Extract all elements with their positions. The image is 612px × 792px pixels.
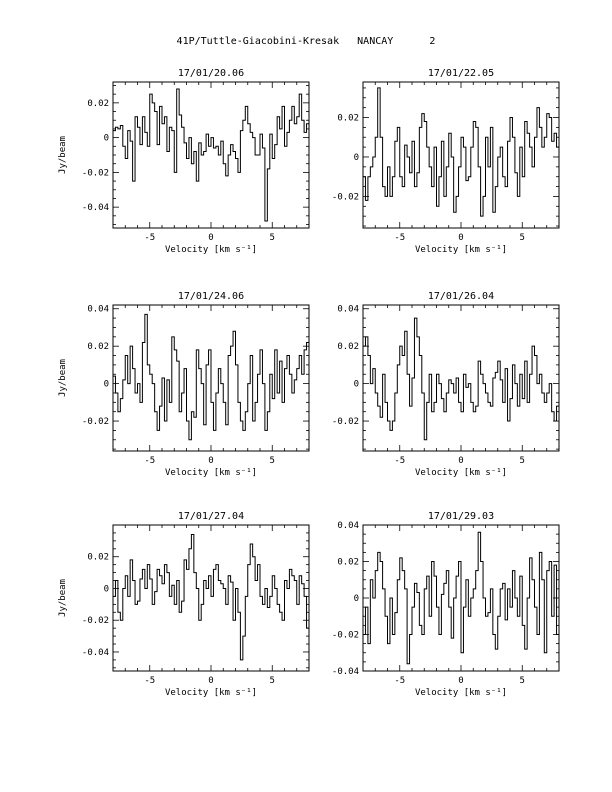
x-tick-label: 5 (270, 676, 275, 686)
x-tick-label: 0 (458, 233, 463, 243)
y-tick-label: 0.04 (87, 305, 109, 315)
y-tick-label: 0 (354, 380, 359, 390)
panel-title: 17/01/20.06 (178, 68, 244, 79)
y-axis-label: Jy/beam (58, 359, 68, 397)
spectrum-panel-6: 17/01/29.03 -5 0 5 -0.04 -0.02 0 0.02 0.04 Veloci… (332, 511, 560, 698)
spectrum-panel-3: 17/01/24.06 -5 0 5 -0.02 0 0.02 0.04 Velocity [k… (58, 291, 310, 478)
spectrum-line (363, 531, 559, 665)
x-tick-label: 5 (520, 456, 525, 466)
y-tick-label: 0.02 (337, 114, 359, 124)
x-tick-label: -5 (144, 676, 155, 686)
y-tick-label: 0.04 (337, 305, 359, 315)
y-tick-label: -0.04 (82, 203, 109, 213)
x-tick-label: -5 (144, 233, 155, 243)
x-tick-label: -5 (144, 456, 155, 466)
y-tick-label: 0 (104, 380, 109, 390)
panel-title: 17/01/29.03 (428, 511, 494, 522)
spectrum-panel-4: 17/01/26.04 -5 0 5 -0.02 0 0.02 0.04 Velocity [k… (332, 291, 560, 478)
spectrum-panel-5: 17/01/27.04 -5 0 5 -0.04 -0.02 0 0.02 Velocity [… (58, 511, 310, 698)
spectrum-panel-2: 17/01/22.05 -5 0 5 -0.02 0 0.02 Velocity [km s⁻… (332, 68, 560, 255)
panel-title: 17/01/27.04 (178, 511, 244, 522)
y-tick-label: 0.02 (87, 99, 109, 109)
y-tick-label: -0.04 (332, 667, 359, 677)
spectrum-line (113, 313, 309, 441)
x-axis-label: Velocity [km s⁻¹] (165, 688, 257, 698)
panel-title: 17/01/26.04 (428, 291, 494, 302)
x-tick-label: 0 (458, 456, 463, 466)
x-tick-label: -5 (394, 456, 405, 466)
x-tick-label: 0 (208, 456, 213, 466)
spectrum-panel-1: 17/01/20.06 -5 0 5 -0.04 -0.02 0 0.02 Velocity [… (58, 68, 310, 255)
spectrum-line (363, 87, 559, 217)
y-tick-label: 0.02 (87, 342, 109, 352)
panel-title: 17/01/24.06 (178, 291, 244, 302)
y-tick-label: -0.02 (82, 616, 109, 626)
page-title: 41P/Tuttle-Giacobini-Kresak NANCAY 2 (176, 36, 436, 47)
y-tick-label: 0 (354, 153, 359, 163)
x-tick-label: 0 (208, 233, 213, 243)
y-tick-label: -0.02 (82, 168, 109, 178)
y-tick-label: 0.02 (337, 558, 359, 568)
y-tick-label: 0.02 (337, 342, 359, 352)
spectrum-line (113, 534, 309, 661)
y-tick-label: 0 (104, 584, 109, 594)
x-axis-label: Velocity [km s⁻¹] (165, 245, 257, 255)
x-tick-label: -5 (394, 233, 405, 243)
y-tick-label: 0.02 (87, 553, 109, 563)
x-axis-label: Velocity [km s⁻¹] (415, 245, 507, 255)
y-tick-label: 0.04 (337, 521, 359, 531)
plot-frame (112, 81, 310, 229)
y-tick-label: -0.02 (332, 192, 359, 202)
y-axis-label: Jy/beam (58, 579, 68, 617)
spectrum-line (363, 317, 559, 441)
panel-title: 17/01/22.05 (428, 68, 494, 79)
spectrum-line (113, 88, 309, 222)
x-tick-label: 5 (520, 233, 525, 243)
x-axis-label: Velocity [km s⁻¹] (415, 688, 507, 698)
y-tick-label: -0.04 (82, 648, 109, 658)
x-tick-label: -5 (394, 676, 405, 686)
plot-frame (112, 524, 310, 672)
y-axis-label: Jy/beam (58, 136, 68, 174)
x-axis-label: Velocity [km s⁻¹] (415, 468, 507, 478)
y-tick-label: -0.02 (82, 417, 109, 427)
x-tick-label: 5 (270, 456, 275, 466)
y-tick-label: -0.02 (332, 631, 359, 641)
x-tick-label: 5 (270, 233, 275, 243)
x-tick-label: 5 (520, 676, 525, 686)
x-tick-label: 0 (208, 676, 213, 686)
x-axis-label: Velocity [km s⁻¹] (165, 468, 257, 478)
x-tick-label: 0 (458, 676, 463, 686)
y-tick-label: -0.02 (332, 417, 359, 427)
y-tick-label: 0 (354, 594, 359, 604)
y-tick-label: 0 (104, 134, 109, 144)
